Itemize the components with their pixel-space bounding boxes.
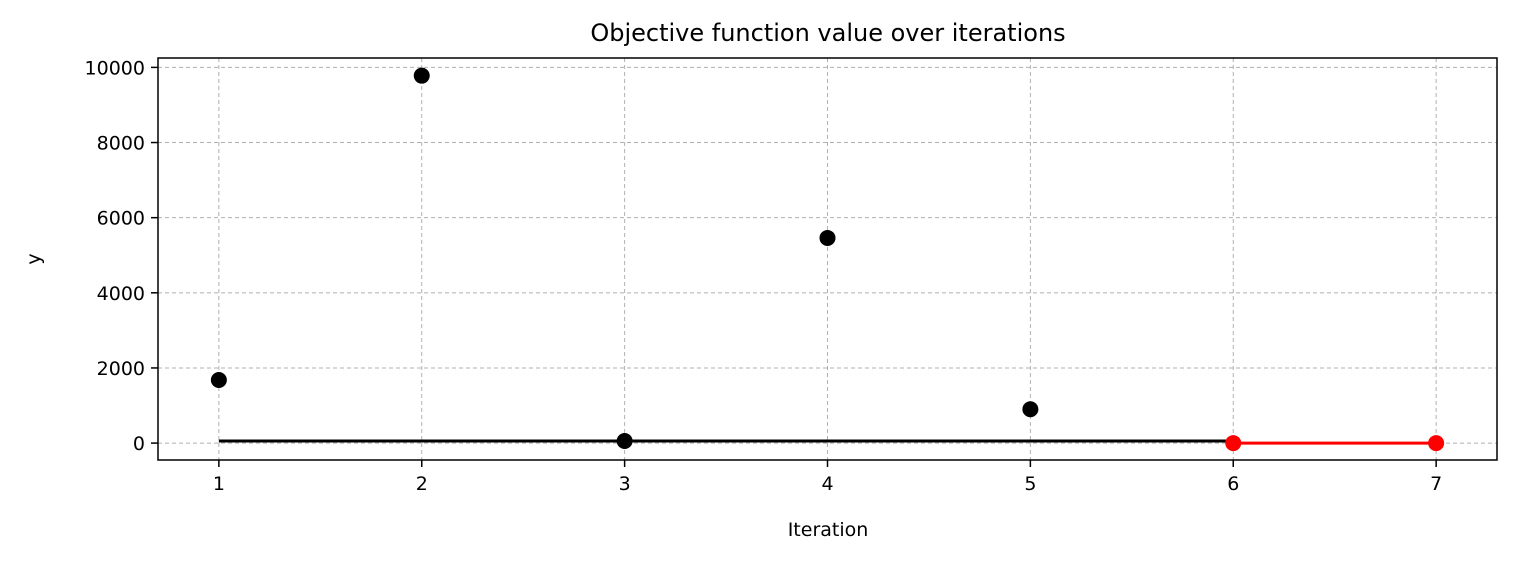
x-tick-label: 4	[821, 473, 833, 495]
y-tick-label: 2000	[97, 358, 145, 380]
y-tick-label: 8000	[97, 133, 145, 155]
y-tick-label: 0	[133, 433, 145, 455]
series-1-point	[1022, 401, 1039, 418]
series-3-point	[1428, 435, 1445, 452]
x-tick-label: 1	[213, 473, 225, 495]
series-layer	[210, 67, 1445, 452]
y-tick-label: 6000	[97, 208, 145, 230]
series-1-point	[413, 67, 430, 84]
x-axis-label: Iteration	[788, 519, 869, 541]
series-1-point	[616, 433, 633, 450]
y-tick-label: 4000	[97, 283, 145, 305]
chart-title: Objective function value over iterations	[590, 19, 1065, 47]
x-tick-label: 6	[1227, 473, 1239, 495]
x-axis: 1 2 3 4 5 6 7	[213, 460, 1442, 495]
y-axis: 0 2000 4000 6000 8000 10000	[85, 57, 158, 455]
x-tick-label: 3	[619, 473, 631, 495]
x-tick-label: 5	[1024, 473, 1036, 495]
y-axis-label: y	[23, 253, 45, 264]
y-tick-label: 10000	[85, 57, 145, 79]
series-1-point	[819, 229, 836, 246]
series-3-point	[1225, 435, 1242, 452]
plot-frame	[157, 57, 1498, 461]
grid	[158, 58, 1497, 460]
x-tick-label: 7	[1430, 473, 1442, 495]
series-1-point	[210, 371, 227, 388]
x-tick-label: 2	[416, 473, 428, 495]
